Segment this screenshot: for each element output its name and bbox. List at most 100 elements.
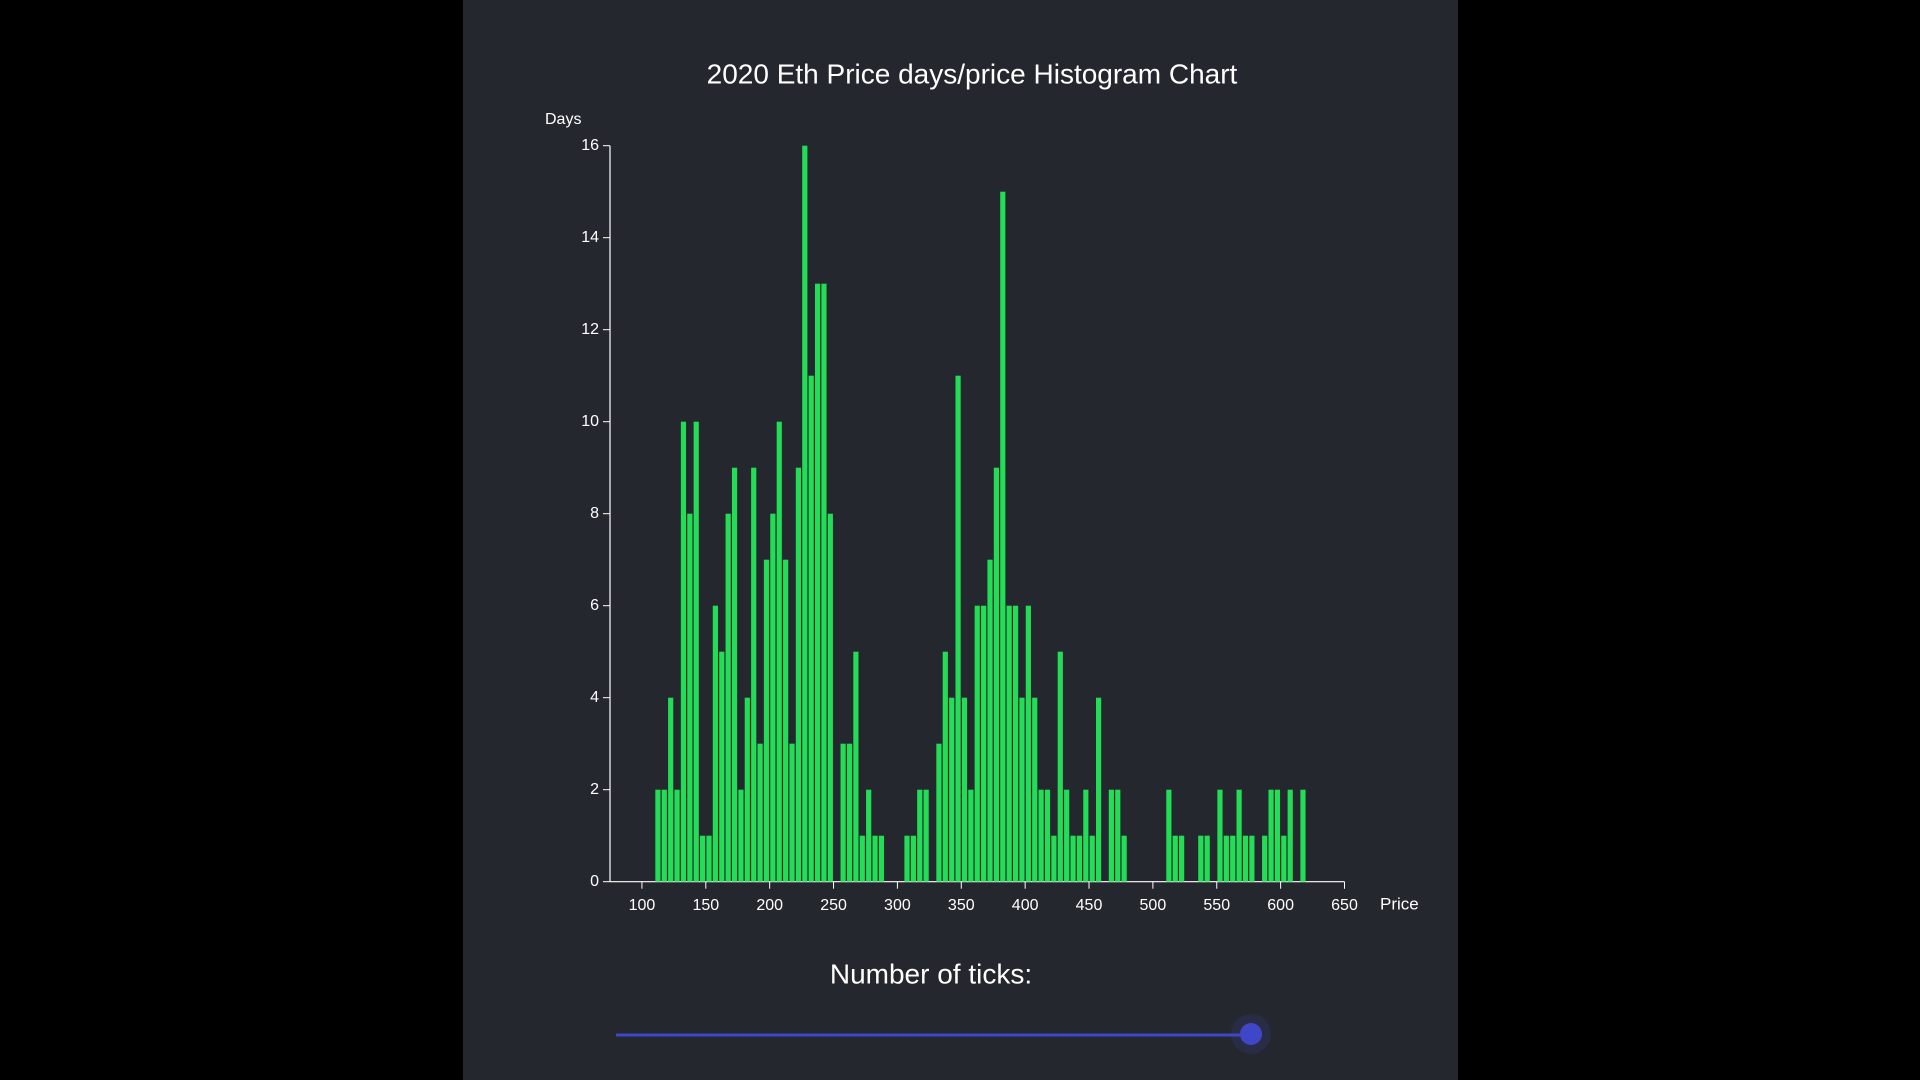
bar: [1012, 605, 1019, 882]
bar: [763, 559, 770, 882]
bar: [1121, 835, 1127, 882]
bar: [872, 835, 878, 882]
bar: [1204, 835, 1210, 882]
bar: [1242, 835, 1249, 882]
bar: [808, 375, 814, 882]
bar: [1019, 697, 1025, 882]
x-tick-label: 350: [948, 897, 975, 914]
y-tick-label: 12: [581, 321, 599, 338]
bar: [744, 697, 750, 882]
bar: [1172, 835, 1178, 882]
bar: [719, 651, 725, 882]
bar: [1108, 789, 1114, 882]
bar: [700, 835, 706, 882]
bar: [955, 375, 961, 882]
bar: [1025, 605, 1031, 882]
bar: [1223, 835, 1229, 882]
x-tick-label: 150: [692, 897, 719, 914]
bar: [993, 467, 1000, 882]
bar: [770, 513, 776, 882]
chart-title: 2020 Eth Price days/price Histogram Char…: [707, 58, 1238, 89]
bar: [1006, 605, 1012, 882]
bar: [1300, 789, 1306, 882]
bar: [661, 789, 667, 882]
bar: [687, 513, 693, 882]
bar: [1217, 789, 1223, 882]
bar: [1051, 835, 1057, 882]
bar: [827, 513, 833, 882]
bar: [1268, 789, 1274, 882]
bar: [751, 467, 757, 882]
bar: [693, 421, 699, 882]
bar: [910, 835, 916, 882]
y-tick-label: 14: [581, 229, 599, 246]
bar: [1166, 789, 1172, 882]
bar: [712, 605, 718, 882]
bar: [1057, 651, 1063, 882]
bar: [757, 743, 763, 882]
y-tick-label: 8: [590, 505, 599, 522]
bar: [738, 789, 744, 882]
bar: [878, 835, 885, 882]
y-tick-label: 2: [590, 781, 599, 798]
bar: [1064, 789, 1070, 882]
bar: [917, 789, 923, 882]
bar: [859, 835, 865, 882]
y-tick-label: 4: [590, 689, 599, 706]
bar: [1115, 789, 1121, 882]
bar: [1000, 191, 1006, 882]
bar: [1281, 835, 1287, 882]
bar: [680, 421, 687, 882]
bar: [789, 743, 795, 882]
bar: [949, 697, 955, 882]
bar: [731, 467, 738, 882]
bar: [802, 145, 808, 882]
x-tick-label: 600: [1267, 897, 1294, 914]
y-tick-label: 0: [590, 873, 599, 890]
bar: [961, 697, 968, 882]
x-tick-label: 200: [756, 897, 783, 914]
y-tick-label: 10: [581, 413, 599, 430]
bar: [783, 559, 789, 882]
bar: [1262, 835, 1268, 882]
bar: [725, 513, 731, 882]
bar: [1230, 835, 1236, 882]
x-tick-label: 550: [1203, 897, 1230, 914]
bar: [866, 789, 872, 882]
bar: [1083, 789, 1089, 882]
bar: [1179, 835, 1185, 882]
bar: [821, 283, 827, 882]
bar: [706, 835, 712, 882]
bar: [1249, 835, 1255, 882]
bar: [923, 789, 929, 882]
bar: [655, 789, 661, 882]
bar: [987, 559, 993, 882]
x-tick-label: 300: [884, 897, 911, 914]
y-tick-label: 16: [581, 137, 599, 154]
bar: [1096, 697, 1102, 882]
bar: [1089, 835, 1095, 882]
x-tick-label: 500: [1140, 897, 1167, 914]
bar: [936, 743, 942, 882]
bar: [1038, 789, 1044, 882]
bar: [904, 835, 910, 882]
bar: [1274, 789, 1281, 882]
x-tick-label: 250: [820, 897, 847, 914]
bar: [1287, 789, 1293, 882]
x-axis-label: Price: [1380, 894, 1419, 913]
bar: [840, 743, 846, 882]
slider-thumb[interactable]: [1240, 1023, 1262, 1045]
bar: [668, 697, 674, 882]
bar: [1076, 835, 1083, 882]
x-tick-label: 650: [1331, 897, 1358, 914]
bar: [853, 651, 859, 882]
y-axis-label: Days: [545, 111, 581, 128]
bar: [1044, 789, 1051, 882]
y-tick-label: 6: [590, 597, 599, 614]
bar: [974, 605, 980, 882]
bar: [814, 283, 821, 882]
bar: [776, 421, 782, 882]
x-tick-label: 100: [629, 897, 656, 914]
bar: [1032, 697, 1038, 882]
